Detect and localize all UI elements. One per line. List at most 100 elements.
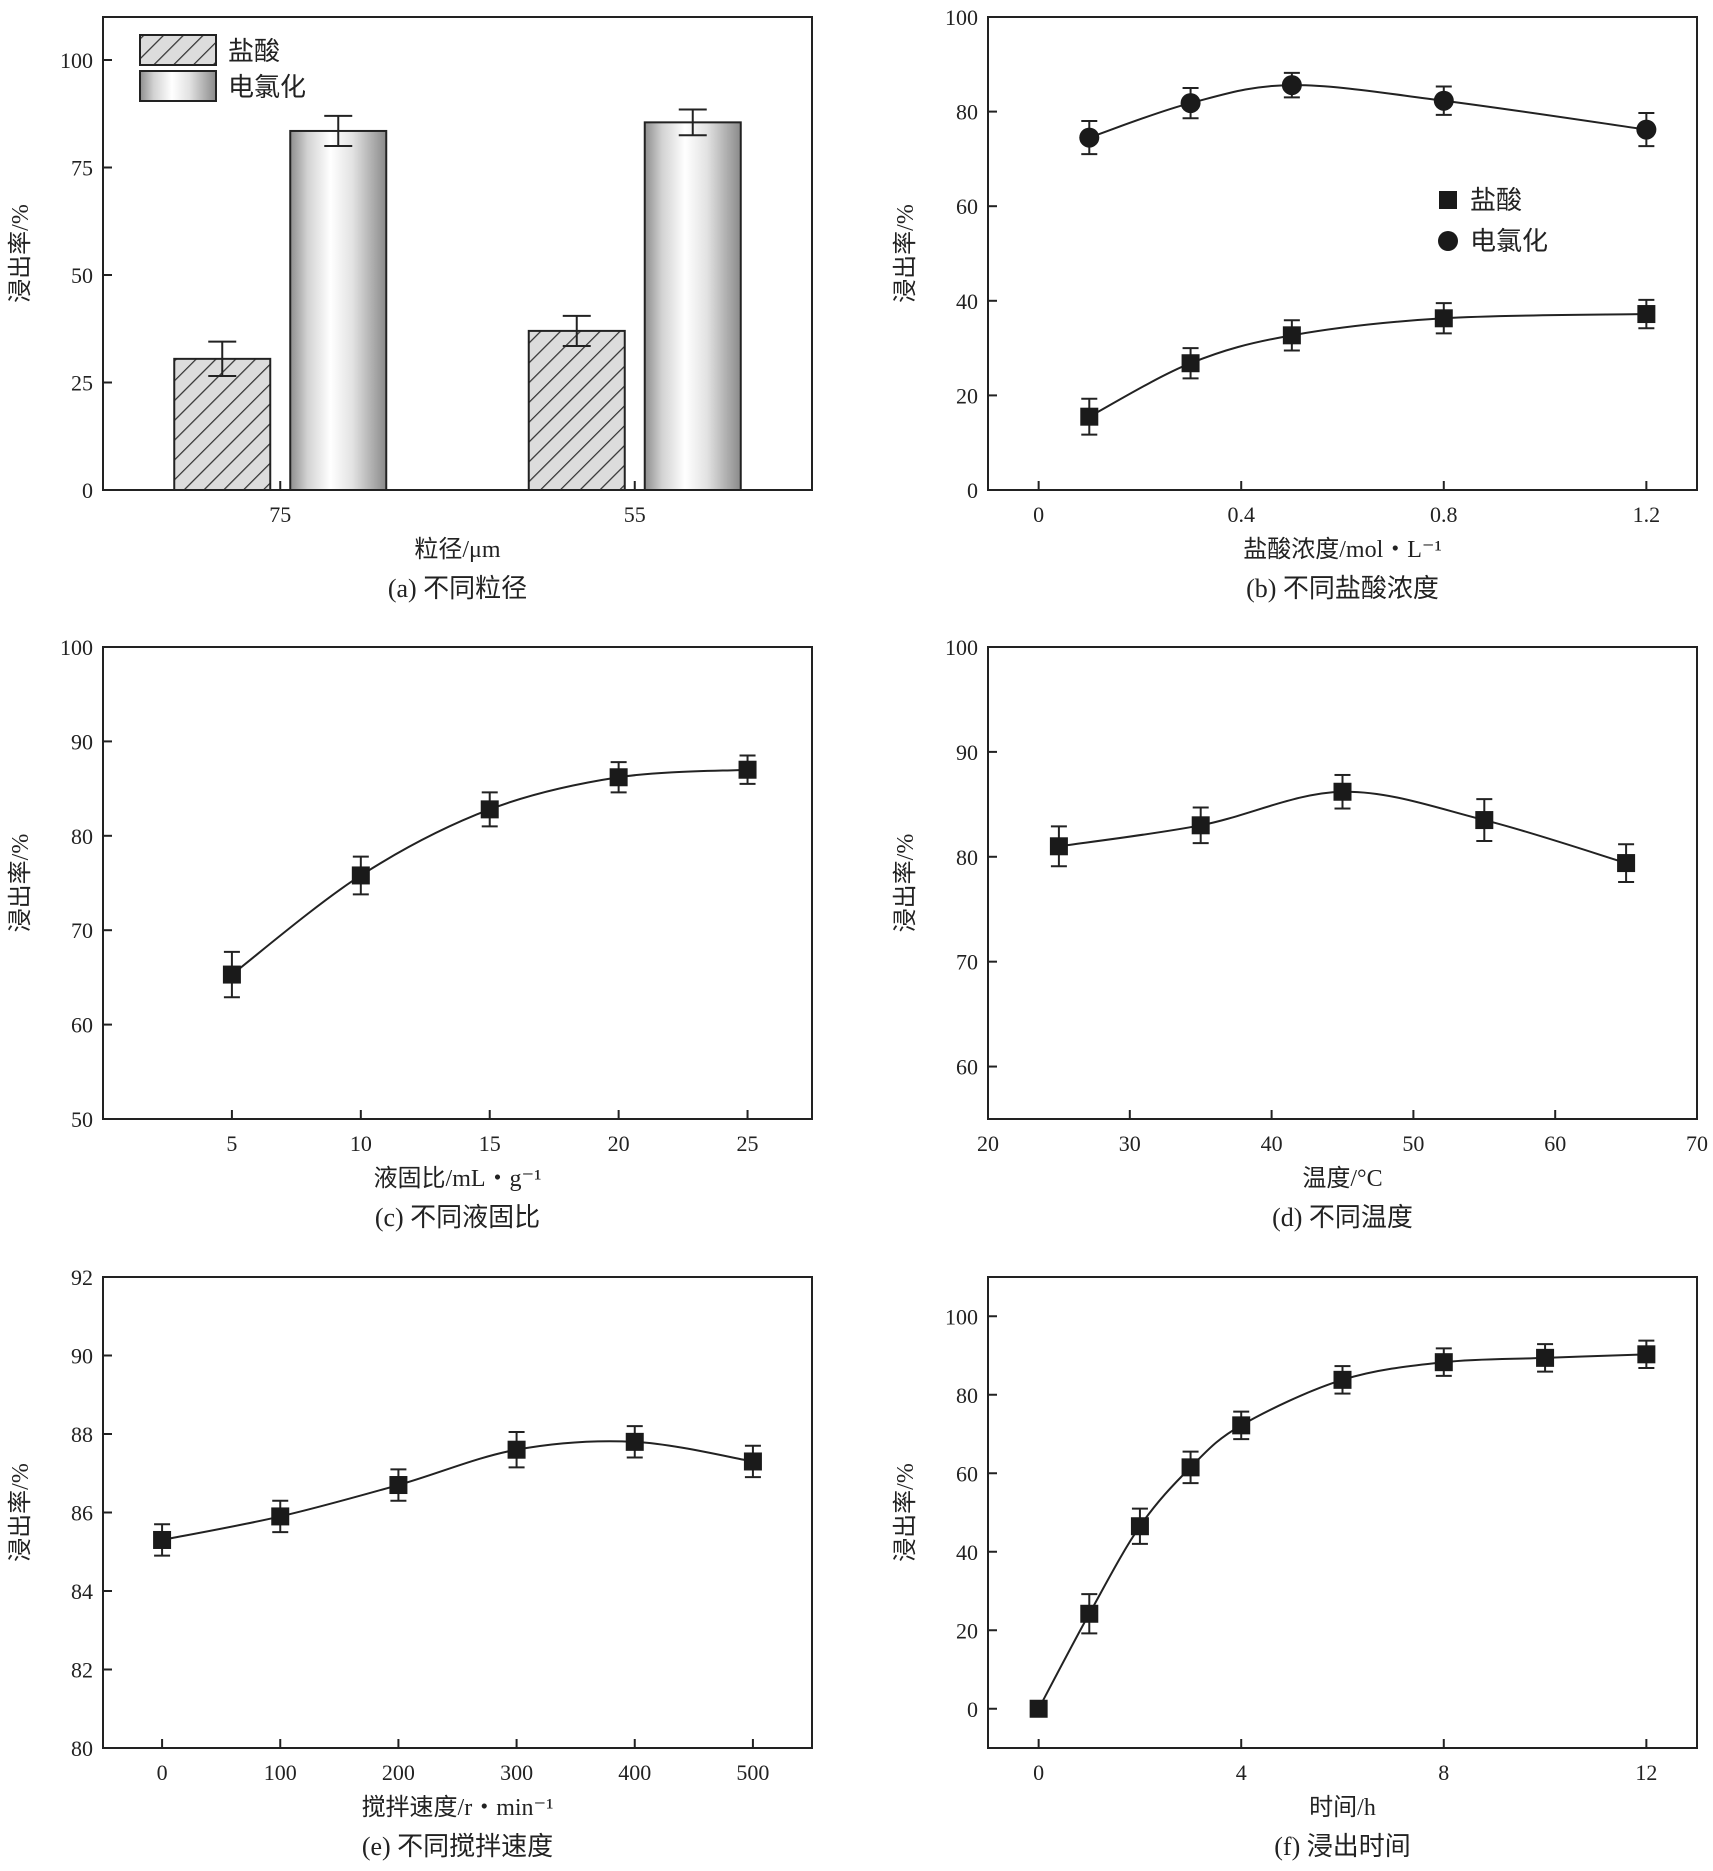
y-tick-label: 88 <box>71 1422 93 1447</box>
bar-hcl <box>173 357 272 491</box>
chart-f: 0 20 40 60 80 100 0 4 8 12 时间/h 浸出率/% (f) 浸出时间 <box>892 1276 1698 1861</box>
data-point-square <box>1130 1517 1149 1536</box>
y-tick-label: 90 <box>71 729 93 754</box>
data-point-circle <box>1636 119 1657 140</box>
x-tick-label: 0 <box>1033 502 1044 527</box>
legend-marker-square <box>1439 191 1457 209</box>
legend-label: 电氯化 <box>1470 227 1548 257</box>
data-point-square <box>1637 305 1656 324</box>
data-point-square <box>1434 309 1453 328</box>
data-point-square <box>1232 1416 1251 1435</box>
y-tick-label: 60 <box>71 1013 93 1038</box>
x-tick-label: 0.8 <box>1430 502 1458 527</box>
data-point-square <box>222 965 241 984</box>
x-tick-label: 50 <box>1402 1131 1424 1156</box>
y-tick-label: 100 <box>945 635 978 660</box>
y-tick-label: 80 <box>956 100 978 125</box>
data-point-square <box>1181 1458 1200 1477</box>
plot-frame <box>102 646 813 1120</box>
x-tick-label: 20 <box>608 1131 630 1156</box>
data-point-square <box>1049 837 1068 856</box>
chart-d: 60 70 80 90 100 20 30 40 50 60 70 温度/°C 浸出率/% (d) 不同温… <box>892 635 1708 1232</box>
data-point-square <box>1617 854 1636 873</box>
data-point-circle <box>1433 90 1454 111</box>
y-tick-label: 92 <box>71 1265 93 1290</box>
y-tick-label: 70 <box>956 950 978 975</box>
bar-electrochlorination <box>289 129 388 491</box>
series-line <box>161 1440 754 1541</box>
y-tick-label: 20 <box>956 1618 978 1643</box>
data-point-square <box>1029 1699 1048 1718</box>
legend-swatch <box>139 34 217 66</box>
chart-caption: (f) 浸出时间 <box>1274 1832 1410 1861</box>
chart-caption: (b) 不同盐酸浓度 <box>1246 574 1439 603</box>
data-point-square <box>1080 407 1099 426</box>
x-tick-label: 4 <box>1236 1760 1247 1785</box>
x-tick-label: 20 <box>977 1131 999 1156</box>
x-tick-label: 30 <box>1119 1131 1141 1156</box>
y-tick-label: 0 <box>967 1697 978 1722</box>
chart-caption: (d) 不同温度 <box>1272 1203 1413 1232</box>
x-tick-label: 0 <box>1033 1760 1044 1785</box>
y-axis-label: 浸出率/% <box>7 1463 34 1562</box>
data-point-square <box>743 1452 762 1471</box>
data-point-square <box>1282 326 1301 345</box>
data-point-square <box>271 1507 290 1526</box>
data-point-square <box>1536 1348 1555 1367</box>
x-axis-label: 搅拌速度/r・min⁻¹ <box>362 1794 554 1821</box>
series-line <box>1088 84 1647 139</box>
y-tick-label: 75 <box>71 156 93 181</box>
x-axis-label: 粒径/μm <box>414 536 501 563</box>
data-point-square <box>1637 1345 1656 1364</box>
y-axis-label: 浸出率/% <box>7 204 34 303</box>
y-tick-label: 84 <box>71 1579 93 1604</box>
data-point-square <box>738 760 757 779</box>
data-point-circle <box>1079 127 1100 148</box>
x-tick-label: 400 <box>618 1760 651 1785</box>
x-axis-label: 盐酸浓度/mol・L⁻¹ <box>1243 536 1442 563</box>
y-tick-label: 100 <box>60 48 93 73</box>
legend-label: 盐酸 <box>1470 186 1522 216</box>
y-axis-label: 浸出率/% <box>892 834 919 933</box>
y-axis-label: 浸出率/% <box>7 834 34 933</box>
x-tick-label: 25 <box>737 1131 759 1156</box>
plot-frame <box>102 1276 813 1749</box>
chart-caption: (e) 不同搅拌速度 <box>362 1832 553 1861</box>
data-point-square <box>625 1432 644 1451</box>
chart-caption: (a) 不同粒径 <box>388 574 527 603</box>
y-tick-label: 86 <box>71 1501 93 1526</box>
y-tick-label: 90 <box>956 740 978 765</box>
data-point-circle <box>1180 93 1201 114</box>
x-tick-label: 0.4 <box>1227 502 1255 527</box>
x-tick-label: 15 <box>479 1131 501 1156</box>
x-tick-label: 60 <box>1544 1131 1566 1156</box>
y-tick-label: 60 <box>956 1461 978 1486</box>
y-tick-label: 100 <box>60 635 93 660</box>
y-tick-label: 60 <box>956 1055 978 1080</box>
y-tick-label: 60 <box>956 194 978 219</box>
y-axis-label: 浸出率/% <box>892 204 919 303</box>
data-point-square <box>1475 811 1494 830</box>
legend-label: 盐酸 <box>228 37 280 67</box>
x-tick-label: 0 <box>157 1760 168 1785</box>
y-tick-label: 70 <box>71 918 93 943</box>
data-point-square <box>1080 1604 1099 1623</box>
y-axis-label: 浸出率/% <box>892 1463 919 1562</box>
y-tick-label: 90 <box>71 1344 93 1369</box>
y-tick-label: 100 <box>945 1304 978 1329</box>
y-tick-label: 80 <box>71 1736 93 1761</box>
plot-frame <box>102 16 813 491</box>
x-tick-label: 500 <box>736 1760 769 1785</box>
data-point-circle <box>1281 75 1302 96</box>
legend-marker-circle <box>1438 231 1458 251</box>
bar-electrochlorination <box>643 121 742 491</box>
data-point-square <box>1434 1353 1453 1372</box>
data-point-square <box>389 1476 408 1495</box>
data-point-square <box>1191 816 1210 835</box>
data-point-square <box>1333 1370 1352 1389</box>
y-tick-label: 40 <box>956 289 978 314</box>
y-tick-label: 50 <box>71 263 93 288</box>
legend-swatch <box>139 70 217 102</box>
data-point-square <box>1333 782 1352 801</box>
